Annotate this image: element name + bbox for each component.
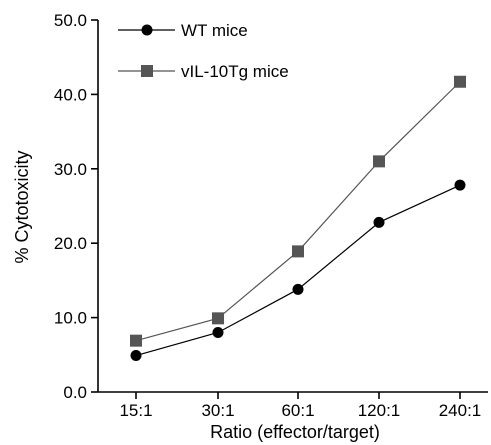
legend-label: vIL-10Tg mice (181, 62, 289, 81)
series-2 (130, 75, 466, 347)
data-point (292, 283, 304, 295)
data-point (130, 350, 142, 362)
y-tick-label: 50.0 (54, 11, 87, 30)
legend-item: WT mice (118, 21, 248, 40)
legend-marker (141, 24, 153, 36)
y-ticks: 0.0 10.0 20.0 30.0 40.0 50.0 (54, 11, 98, 402)
x-axis-title: Ratio (effector/target) (210, 422, 380, 442)
series-line (135, 184, 461, 357)
series-layer (130, 75, 466, 362)
legend: WT mice vIL-10Tg mice (118, 21, 289, 81)
x-tick-label: 60:1 (281, 401, 314, 420)
data-point (292, 245, 304, 258)
data-point (212, 326, 224, 338)
legend-item: vIL-10Tg mice (118, 62, 289, 81)
data-point (454, 75, 466, 88)
y-tick-label: 40.0 (54, 85, 87, 104)
data-point (454, 179, 466, 191)
y-tick-label: 10.0 (54, 309, 87, 328)
legend-label: WT mice (181, 21, 248, 40)
y-tick-label: 0.0 (63, 383, 87, 402)
axes (97, 20, 488, 393)
x-tick-label: 120:1 (358, 401, 401, 420)
x-tick-label: 240:1 (439, 401, 482, 420)
data-point (373, 155, 385, 168)
y-axis-title: % Cytotoxicity (12, 150, 32, 263)
y-tick-label: 20.0 (54, 234, 87, 253)
x-tick-label: 30:1 (201, 401, 234, 420)
series-line (135, 81, 461, 342)
data-point (130, 334, 142, 347)
legend-marker (141, 65, 153, 77)
series-1 (130, 179, 466, 362)
x-ticks: 15:1 30:1 60:1 120:1 240:1 (119, 392, 481, 420)
x-tick-label: 15:1 (119, 401, 152, 420)
data-point (212, 312, 224, 325)
y-tick-label: 30.0 (54, 160, 87, 179)
data-point (373, 216, 385, 228)
